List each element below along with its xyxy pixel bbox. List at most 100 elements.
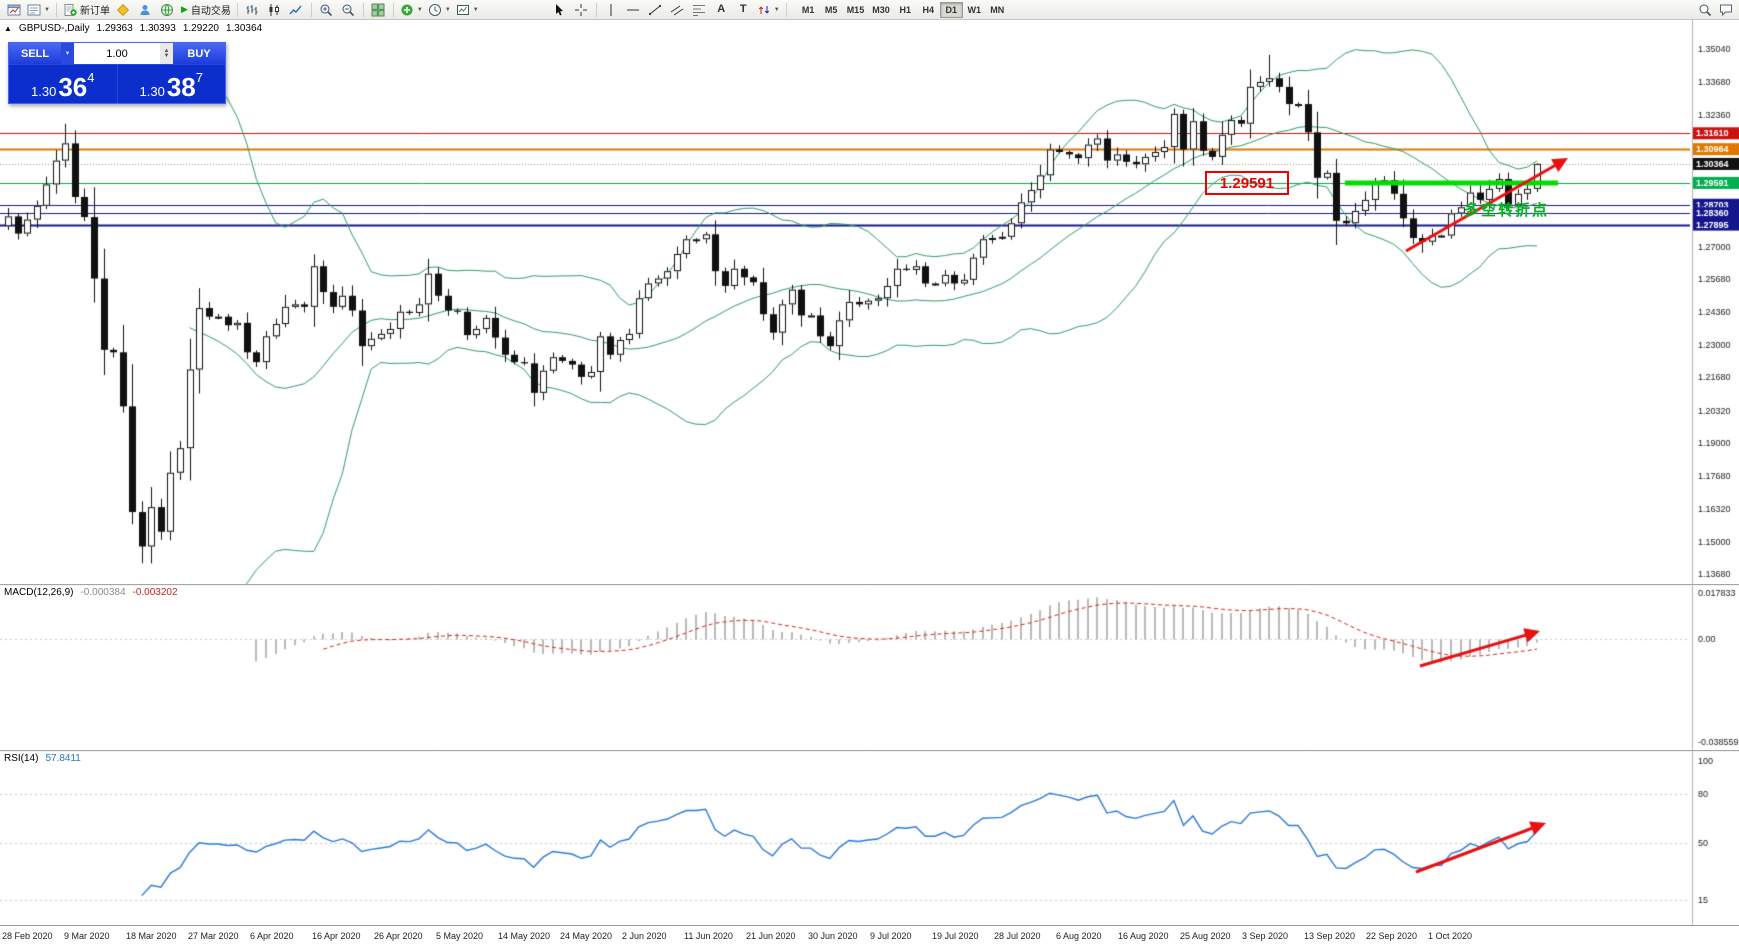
label-button[interactable]: T (733, 1, 754, 19)
chevron-down-icon[interactable]: ▼ (61, 43, 74, 64)
line-chart-button[interactable] (286, 1, 307, 19)
add-indicator-button[interactable]: ▼ (398, 1, 425, 19)
timeframe-button-m15[interactable]: M15 (846, 4, 865, 15)
date-label: 16 Apr 2020 (312, 931, 361, 941)
sell-price[interactable]: 1.30 36 4 (9, 65, 117, 103)
chevron-down-icon: ▼ (44, 6, 50, 13)
arrows-object-button[interactable]: ▼ (755, 1, 782, 19)
buy-price-point: 7 (195, 70, 203, 85)
date-label: 28 Feb 2020 (2, 931, 53, 941)
timeframe-button-mn[interactable]: MN (990, 4, 1005, 15)
date-label: 5 May 2020 (436, 931, 484, 941)
timeframe-button-d1[interactable]: D1 (939, 1, 963, 18)
one-click-top-row: SELL ▼ ▲▼ BUY (9, 43, 225, 65)
date-label: 1 Oct 2020 (1428, 931, 1473, 941)
date-label: 3 Sep 2020 (1242, 931, 1289, 941)
date-label: 11 Jun 2020 (684, 931, 733, 941)
toolbar-separator (362, 2, 364, 17)
date-label: 9 Mar 2020 (64, 931, 110, 941)
chevron-down-icon: ▼ (416, 6, 423, 13)
macd-panel: MACD(12,26,9) -0.000384 -0.003202 (0, 584, 1739, 750)
symbol-period-label: GBPUSD-,Daily (18, 23, 90, 34)
cursor-button[interactable] (549, 1, 570, 19)
date-label: 9 Jul 2020 (870, 931, 912, 941)
sell-price-big-figure: 1.30 (31, 84, 57, 99)
channel-icon (670, 5, 684, 15)
zoom-out-button[interactable] (338, 1, 359, 19)
candlestick-button[interactable] (264, 1, 285, 19)
date-label: 28 Jul 2020 (994, 931, 1041, 941)
autotrading-button[interactable]: ▶ 自动交易 (179, 1, 233, 19)
timeframe-button-h4[interactable]: H4 (922, 4, 934, 15)
search-icon (1699, 4, 1711, 16)
timeframe-button-h1[interactable]: H1 (899, 4, 911, 15)
toolbar-separator (392, 2, 394, 17)
bar-chart-button[interactable] (242, 1, 263, 19)
price-chart-canvas[interactable] (0, 20, 1739, 584)
buy-price[interactable]: 1.30 38 7 (116, 65, 226, 103)
crosshair-icon (575, 3, 588, 16)
timeframe-group: M1 M5 M15 M30 H1 H4 D1 W1 MN (797, 1, 1009, 18)
date-label: 6 Aug 2020 (1056, 931, 1102, 941)
chevron-down-icon: ▼ (773, 6, 780, 13)
horizontal-line-button[interactable] (623, 1, 644, 19)
toolbar-separator (595, 2, 597, 17)
add-indicator-icon (401, 4, 413, 15)
date-label: 16 Aug 2020 (1118, 931, 1169, 941)
tile-windows-button[interactable] (368, 1, 389, 19)
volume-input[interactable] (74, 43, 160, 64)
rsi-value: 57.8411 (45, 753, 81, 764)
timeframe-button-m30[interactable]: M30 (872, 4, 890, 15)
zoom-in-button[interactable] (316, 1, 337, 19)
fibonacci-icon (693, 4, 706, 16)
text-button[interactable]: A (711, 1, 732, 19)
trendline-button[interactable] (645, 1, 666, 19)
date-label: 18 Mar 2020 (126, 931, 177, 941)
collapse-trade-panel-icon[interactable]: ▲ (4, 24, 12, 33)
date-label: 22 Sep 2020 (1366, 931, 1418, 941)
new-chart-button[interactable] (3, 1, 24, 19)
chart-ohlc-header: ▲ GBPUSD-,Daily 1.29363 1.30393 1.29220 … (4, 23, 262, 34)
vertical-line-button[interactable] (601, 1, 622, 19)
timeframe-button-m1[interactable]: M1 (801, 4, 815, 15)
periods-button[interactable]: ▼ (426, 1, 453, 19)
profiles-icon (27, 4, 41, 15)
turning-point-label[interactable]: 多空转折点 (1464, 202, 1550, 219)
macd-title: MACD(12,26,9) (4, 587, 74, 598)
arrows-object-icon (758, 5, 769, 14)
community-button[interactable] (135, 1, 156, 19)
chat-button[interactable] (1715, 1, 1736, 19)
sell-price-point: 4 (87, 70, 95, 85)
zoom-in-icon (320, 4, 333, 16)
new-order-label: 新订单 (79, 6, 110, 17)
main-chart-panel: ▲ GBPUSD-,Daily 1.29363 1.30393 1.29220 … (0, 20, 1739, 584)
metaeditor-button[interactable] (113, 1, 134, 19)
buy-price-pips: 38 (166, 71, 196, 102)
timeframe-button-m5[interactable]: M5 (824, 4, 838, 15)
channel-button[interactable] (667, 1, 688, 19)
market-button[interactable] (157, 1, 178, 19)
templates-button[interactable]: ▼ (454, 1, 481, 19)
timeframe-button-w1[interactable]: W1 (967, 4, 981, 15)
chevron-down-icon: ▼ (472, 6, 479, 13)
price-annotation-box[interactable]: 1.29591 (1205, 171, 1289, 195)
step-up-icon[interactable]: ▲ (163, 47, 170, 54)
date-label: 21 Jun 2020 (746, 931, 796, 941)
metaeditor-icon (117, 3, 130, 16)
rsi-canvas[interactable] (0, 750, 1739, 925)
fibonacci-button[interactable] (689, 1, 710, 19)
profiles-button[interactable]: ▼ (25, 1, 52, 19)
volume-stepper[interactable]: ▲ ▼ (160, 43, 173, 64)
search-button[interactable] (1694, 1, 1715, 19)
new-order-button[interactable]: 新订单 (61, 1, 112, 19)
buy-button[interactable]: BUY (173, 43, 225, 64)
trendline-icon (649, 4, 662, 15)
crosshair-button[interactable] (571, 1, 592, 19)
macd-canvas[interactable] (0, 584, 1739, 750)
time-axis[interactable]: 28 Feb 2020 9 Mar 2020 18 Mar 2020 27 Mar 2… (0, 925, 1739, 949)
clock-icon (428, 3, 441, 16)
rsi-header: RSI(14) 57.8411 (4, 753, 81, 764)
step-down-icon[interactable]: ▼ (163, 52, 170, 59)
sell-button[interactable]: SELL (9, 43, 61, 64)
chevron-down-icon: ▼ (444, 6, 451, 13)
